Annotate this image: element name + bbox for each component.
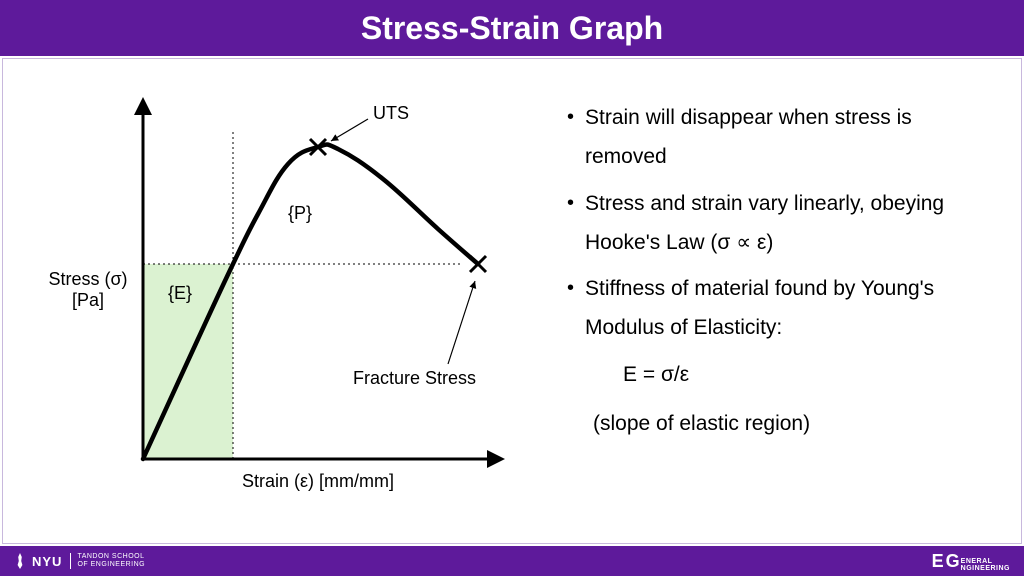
bullet-item: Strain will disappear when stress is rem… — [563, 99, 993, 177]
uts-pointer — [331, 119, 368, 141]
nyu-school: TANDON SCHOOL OF ENGINEERING — [70, 553, 145, 568]
p-region-label: {P} — [288, 203, 312, 223]
fracture-pointer — [448, 281, 475, 364]
slide: Stress-Strain Graph — [0, 0, 1024, 576]
fracture-label: Fracture Stress — [353, 368, 476, 388]
slide-title: Stress-Strain Graph — [361, 10, 663, 47]
stress-strain-chart: UTS Fracture Stress {E} {P} Strain (ε) [… — [63, 89, 523, 529]
bullet-item: Stress and strain vary linearly, obeying… — [563, 185, 993, 263]
nyu-logo: NYU — [14, 553, 62, 569]
slope-note: (slope of elastic region) — [563, 405, 993, 444]
footer-right: E G ENERAL NGINEERING — [932, 551, 1010, 572]
formula: E = σ/ε — [563, 356, 993, 395]
uts-label: UTS — [373, 103, 409, 123]
slide-content: UTS Fracture Stress {E} {P} Strain (ε) [… — [2, 58, 1022, 544]
slide-header: Stress-Strain Graph — [0, 0, 1024, 56]
nyu-torch-icon — [14, 553, 26, 569]
y-axis-label: Stress (σ) [Pa] — [43, 269, 133, 311]
bullet-item: Stiffness of material found by Young's M… — [563, 270, 993, 348]
eg-e-icon: E — [932, 551, 944, 572]
footer-left: NYU TANDON SCHOOL OF ENGINEERING — [14, 553, 145, 569]
slide-footer: NYU TANDON SCHOOL OF ENGINEERING E G ENE… — [0, 546, 1024, 576]
nyu-text: NYU — [32, 554, 62, 569]
eg-g-icon: G — [946, 551, 960, 572]
x-axis-label: Strain (ε) [mm/mm] — [242, 471, 394, 491]
fracture-marker — [470, 256, 486, 272]
e-region-label: {E} — [168, 283, 192, 303]
bullet-list: Strain will disappear when stress is rem… — [563, 99, 993, 444]
